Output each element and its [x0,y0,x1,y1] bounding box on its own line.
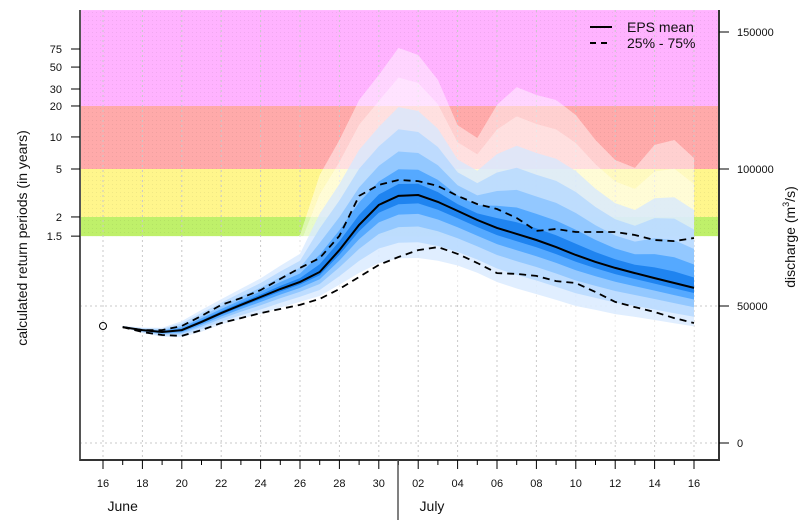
x-tick-label: 28 [333,478,345,490]
observation-layer [99,322,107,331]
x-tick-label: 18 [136,478,148,490]
x-tick-label: 16 [97,478,109,490]
eps-mean-line [122,193,695,334]
x-tick-label: 04 [451,478,463,490]
left-axis: 1.5 2 5 10 20 30 50 75 [47,44,80,243]
ensemble-spread-layer [122,151,694,335]
x-axis: 16 18 20 22 24 26 28 30 02 04 06 08 10 12 14 16 June July [97,460,700,520]
left-tick-label: 75 [50,44,62,56]
month-label: July [420,498,445,514]
left-tick-label: 50 [50,62,62,74]
x-tick-label: 02 [412,478,424,490]
ensemble-spread [122,47,694,353]
x-tick-label: 26 [294,478,306,490]
x-tick-label: 06 [491,478,503,490]
right-axis-title: discharge (m3/s) [781,186,798,288]
right-tick-label: 0 [737,438,743,450]
quantile-25-line [122,246,695,337]
left-tick-label: 30 [50,84,62,96]
x-tick-label: 22 [215,478,227,490]
x-tick-label: 24 [254,478,266,490]
x-tick-label: 14 [648,478,660,490]
x-tick-label: 10 [570,478,582,490]
left-tick-label: 10 [50,132,62,144]
right-axis-title-main: discharge (m [782,207,798,288]
left-tick-label: 2 [56,212,62,224]
quantile-75-line [122,179,695,331]
x-tick-label: 16 [688,478,700,490]
x-tick-label: 12 [609,478,621,490]
left-tick-label: 1.5 [47,231,62,243]
ensemble-spread-layer [122,129,694,336]
month-label: June [108,498,139,514]
right-axis: 0 50000 100000 150000 [719,27,774,450]
forecast-lines [122,179,695,337]
right-tick-label: 50000 [737,301,768,313]
right-tick-label: 100000 [737,164,774,176]
legend: EPS mean 25% - 75% [590,19,695,51]
observation-point [99,322,107,331]
left-tick-label: 5 [56,164,62,176]
x-tick-label: 08 [530,478,542,490]
legend-label-mean: EPS mean [627,19,694,35]
legend-label-quantiles: 25% - 75% [627,35,695,51]
x-tick-label: 30 [373,478,385,490]
threshold-band-texture [80,10,719,106]
right-tick-label: 150000 [737,27,774,39]
left-tick-label: 20 [50,101,62,113]
left-axis-title: calculated return periods (in years) [14,130,30,346]
x-tick-label: 20 [176,478,188,490]
right-axis-title-sup: 3 [781,202,791,207]
right-axis-title-end: /s) [782,186,798,202]
